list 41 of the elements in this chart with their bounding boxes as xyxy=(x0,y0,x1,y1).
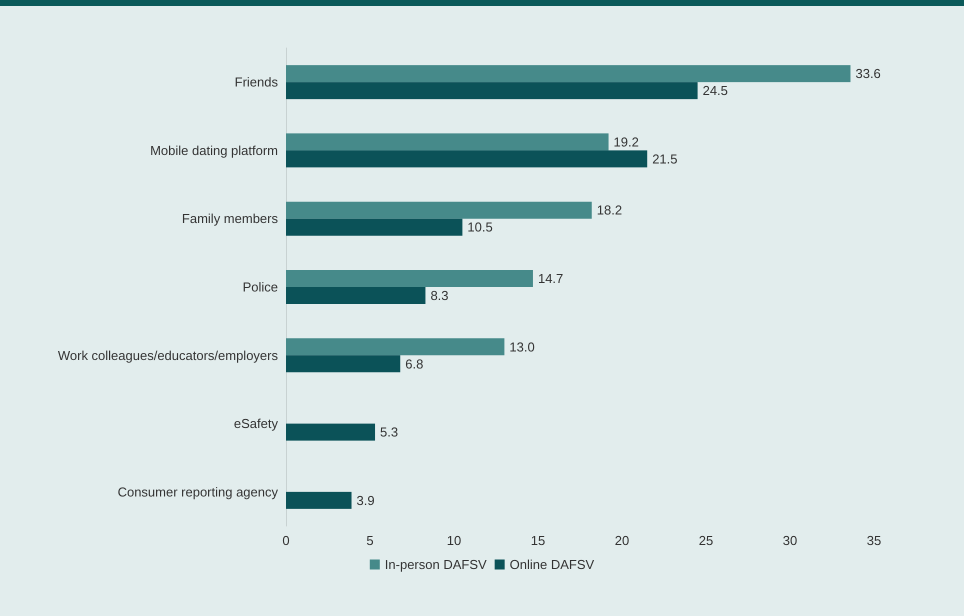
data-label: 13.0 xyxy=(509,339,535,354)
bar xyxy=(286,82,698,100)
bar xyxy=(286,65,850,82)
y-tick-label: Work colleagues/educators/employers xyxy=(58,348,278,363)
data-label: 24.5 xyxy=(702,83,728,98)
bar xyxy=(286,218,462,236)
data-label: 8.3 xyxy=(430,288,449,303)
x-tick-label: 30 xyxy=(782,533,798,548)
y-tick-label: Friends xyxy=(234,74,278,90)
data-label: 10.5 xyxy=(467,220,493,235)
y-tick-label: Mobile dating platform xyxy=(150,142,278,158)
data-label: 3.9 xyxy=(356,492,375,508)
bar xyxy=(286,424,376,441)
data-label: 14.7 xyxy=(538,271,564,286)
data-label: 33.6 xyxy=(855,66,881,82)
bar xyxy=(286,338,504,356)
y-tick-label: eSafety xyxy=(234,416,278,432)
y-tick-label: Consumer reporting agency xyxy=(118,484,278,500)
legend-label: In-person DAFSV xyxy=(384,557,487,572)
data-label: 18.2 xyxy=(596,202,622,218)
x-tick-label: 25 xyxy=(698,533,714,548)
bar xyxy=(286,287,426,304)
bar xyxy=(286,270,533,287)
y-tick-label: Family members xyxy=(182,211,278,226)
x-tick-label: 5 xyxy=(366,533,374,548)
x-tick-label: 10 xyxy=(446,533,462,548)
bar xyxy=(286,202,592,219)
y-tick-label: Police xyxy=(242,280,278,294)
data-label: 19.2 xyxy=(614,134,639,150)
legend-label: Online DAFSV xyxy=(510,557,595,572)
bar xyxy=(286,133,609,150)
data-label: 6.8 xyxy=(405,356,424,372)
bar xyxy=(286,492,352,509)
x-tick-label: 15 xyxy=(530,533,546,548)
x-tick-label: 0 xyxy=(282,533,290,548)
x-tick-label: 35 xyxy=(866,533,882,548)
bar xyxy=(286,150,648,168)
data-label: 5.3 xyxy=(380,424,398,440)
bar xyxy=(286,355,400,372)
data-label: 21.5 xyxy=(652,151,678,166)
x-tick-label: 20 xyxy=(614,533,630,548)
